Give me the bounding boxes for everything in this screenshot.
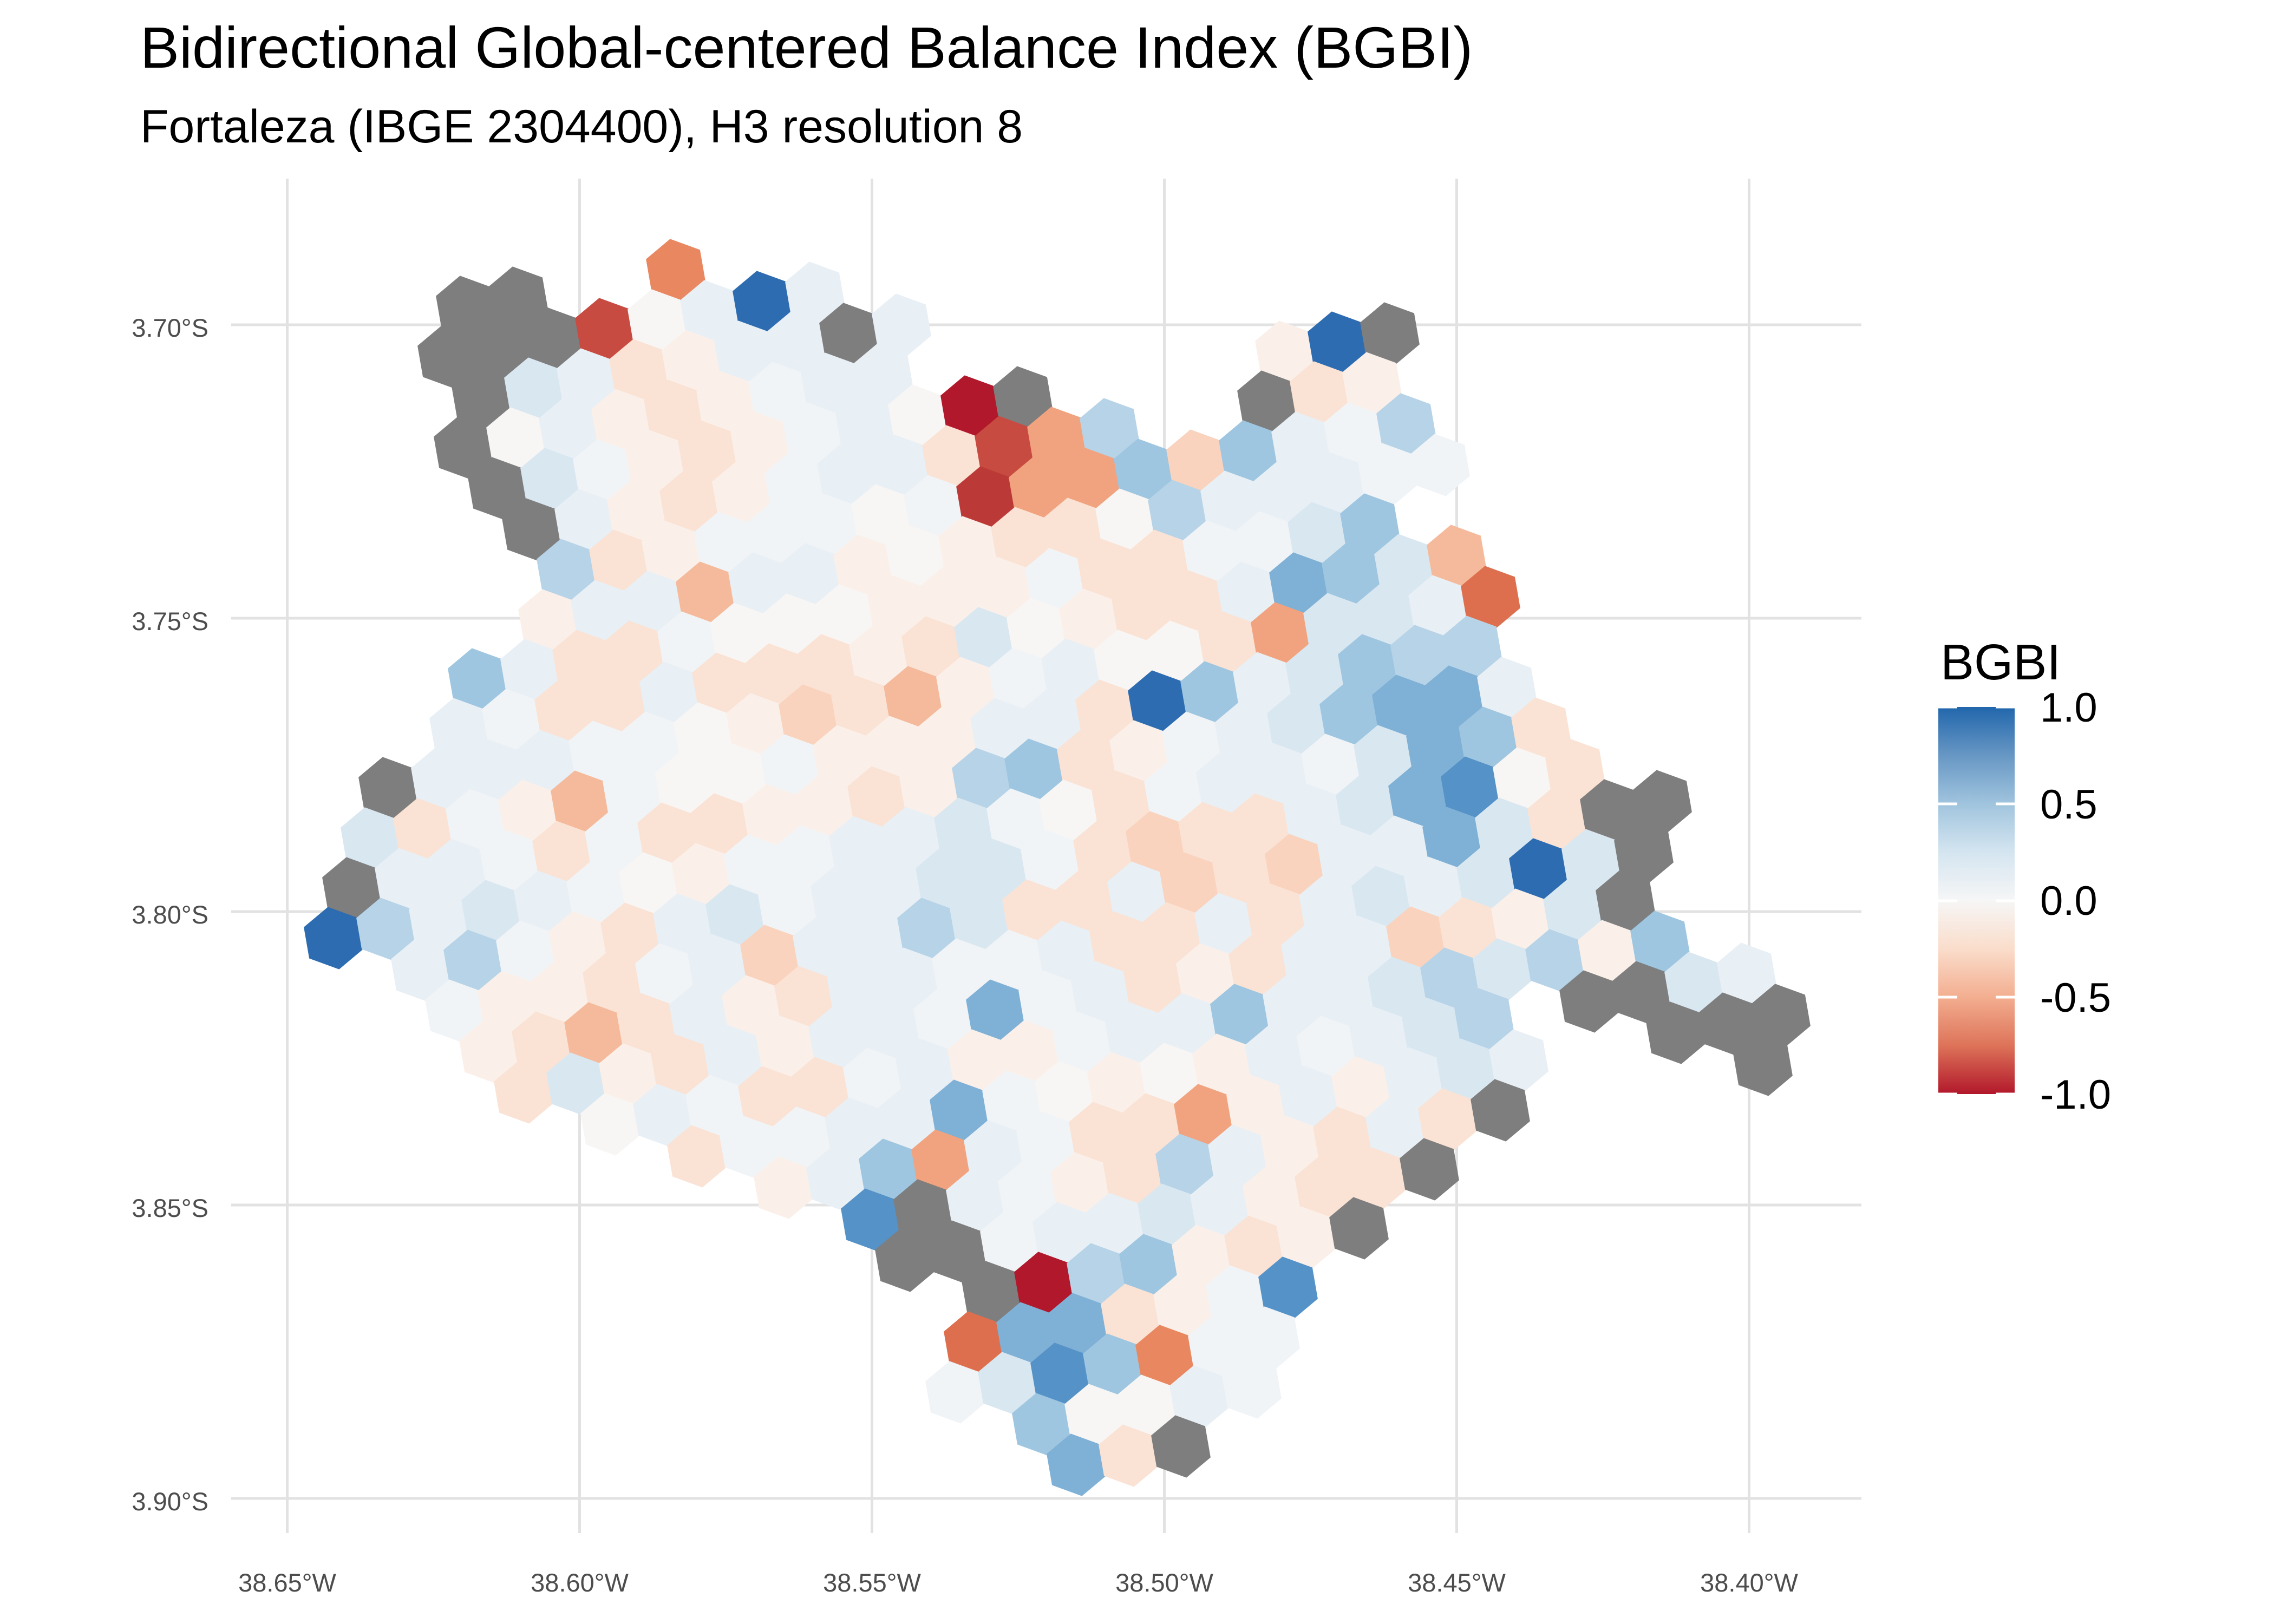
svg-text:3.90°S: 3.90°S: [132, 1487, 208, 1516]
svg-text:3.70°S: 3.70°S: [132, 313, 208, 342]
svg-text:38.65°W: 38.65°W: [238, 1568, 336, 1597]
svg-text:1.0: 1.0: [2040, 685, 2097, 731]
svg-text:38.55°W: 38.55°W: [823, 1568, 921, 1597]
svg-text:0.0: 0.0: [2040, 878, 2097, 924]
svg-text:38.40°W: 38.40°W: [1700, 1568, 1798, 1597]
svg-text:0.5: 0.5: [2040, 782, 2097, 828]
svg-text:-1.0: -1.0: [2040, 1072, 2111, 1118]
svg-text:38.50°W: 38.50°W: [1115, 1568, 1213, 1597]
svg-text:Bidirectional Global-centered: Bidirectional Global-centered Balance In…: [140, 15, 1473, 80]
svg-text:BGBI: BGBI: [1940, 634, 2061, 690]
svg-text:3.80°S: 3.80°S: [132, 900, 208, 929]
svg-text:Fortaleza (IBGE 2304400), H3 r: Fortaleza (IBGE 2304400), H3 resolution …: [140, 101, 1023, 153]
svg-text:3.85°S: 3.85°S: [132, 1194, 208, 1222]
svg-text:3.75°S: 3.75°S: [132, 607, 208, 636]
svg-text:38.45°W: 38.45°W: [1408, 1568, 1506, 1597]
svg-text:38.60°W: 38.60°W: [531, 1568, 629, 1597]
svg-text:-0.5: -0.5: [2040, 975, 2111, 1021]
